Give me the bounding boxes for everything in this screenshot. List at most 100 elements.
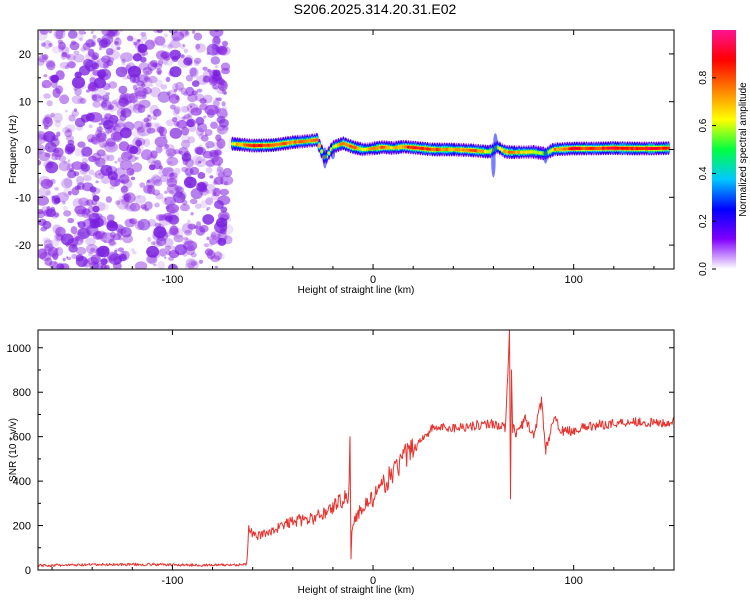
ridge-band (584, 146, 589, 151)
noise-speckle (38, 151, 51, 162)
noise-speckle (168, 225, 180, 235)
noise-speckle (52, 224, 63, 234)
noise-blob (100, 38, 111, 48)
noise-speckle (180, 87, 187, 95)
noise-blob (202, 75, 211, 83)
noise-speckle (114, 40, 119, 45)
noise-speckle (209, 175, 214, 179)
y-tick-label: 400 (13, 476, 31, 488)
y-tick-label: 1000 (7, 343, 31, 355)
ridge-band (597, 146, 601, 150)
noise-speckle (205, 141, 215, 149)
noise-speckle (67, 159, 71, 163)
ridge-band (625, 146, 630, 150)
snr-series-group (38, 330, 674, 568)
noise-speckle (38, 195, 49, 206)
ridge-band (512, 150, 516, 154)
noise-speckle (156, 30, 164, 34)
noise-speckle (140, 31, 147, 37)
noise-speckle (154, 36, 166, 46)
noise-speckle (88, 251, 93, 257)
noise-blob (92, 195, 100, 202)
noise-speckle (204, 133, 208, 137)
ridge-dip (493, 133, 498, 152)
noise-speckle (103, 142, 109, 147)
noise-blob (120, 107, 132, 118)
noise-blob (197, 172, 206, 179)
ridge-band (276, 142, 280, 146)
ridge-band (286, 141, 290, 145)
noise-blob (46, 208, 56, 218)
noise-speckle (77, 141, 86, 148)
ridge-band (474, 149, 478, 153)
noise-speckle (93, 156, 101, 165)
noise-blob (65, 143, 76, 153)
ridge-band (414, 146, 418, 150)
noise-speckle (173, 167, 181, 175)
noise-speckle (90, 137, 99, 144)
noise-speckle (103, 113, 111, 119)
noise-speckle (143, 138, 151, 147)
noise-speckle (210, 194, 220, 201)
ridge-band (375, 146, 379, 150)
ridge-band (305, 139, 309, 143)
ridge-band (457, 148, 461, 152)
noise-speckle (193, 60, 200, 66)
ridge-band (649, 146, 654, 151)
ridge-band (267, 143, 271, 147)
noise-speckle (113, 182, 118, 186)
noise-blob (80, 163, 91, 172)
noise-speckle (163, 55, 171, 61)
noise-speckle (171, 117, 178, 123)
y-axis-label: SNR (10 * v/v) (8, 418, 19, 482)
noise-speckle (54, 187, 59, 191)
noise-blob (77, 227, 90, 240)
noise-speckle (41, 54, 49, 60)
noise-speckle (87, 48, 95, 57)
ridge-band (452, 147, 456, 152)
noise-blob (68, 244, 78, 253)
noise-speckle (160, 84, 168, 90)
noise-speckle (129, 202, 141, 212)
noise-speckle (134, 86, 148, 97)
noise-speckle (75, 246, 87, 255)
x-tick-label: 100 (565, 274, 583, 286)
ridge-band (240, 143, 244, 147)
noise-speckle (45, 180, 53, 187)
ridge-band (621, 146, 625, 150)
noise-speckle (54, 119, 61, 128)
noise-speckle (56, 131, 61, 137)
ridge-band (594, 146, 598, 151)
noise-speckle (64, 129, 73, 138)
noise-speckle (169, 200, 175, 205)
noise-speckle (195, 107, 203, 115)
x-tick-label: -100 (161, 575, 183, 587)
noise-speckle (53, 112, 63, 123)
ridge-band (604, 146, 608, 150)
noise-speckle (45, 59, 55, 68)
noise-speckle (48, 260, 59, 269)
ridge-band (633, 146, 637, 151)
x-tick-label: 0 (370, 575, 376, 587)
noise-speckle (187, 259, 200, 269)
noise-speckle (154, 123, 160, 128)
noise-speckle (210, 232, 217, 239)
ridge-band (609, 146, 613, 150)
ridge-band (416, 146, 420, 150)
noise-speckle (83, 31, 87, 35)
noise-speckle (66, 53, 76, 61)
noise-speckle (206, 108, 215, 118)
noise-speckle (58, 155, 67, 162)
noise-speckle (150, 87, 161, 98)
noise-speckle (67, 256, 72, 261)
ridge-band (438, 147, 442, 152)
noise-speckle (85, 243, 98, 254)
ridge-band (536, 151, 541, 155)
noise-speckle (183, 91, 189, 97)
noise-blob (89, 186, 97, 193)
noise-speckle (205, 197, 213, 206)
noise-blob (76, 182, 85, 190)
noise-speckle (154, 202, 160, 208)
noise-speckle (155, 145, 163, 154)
